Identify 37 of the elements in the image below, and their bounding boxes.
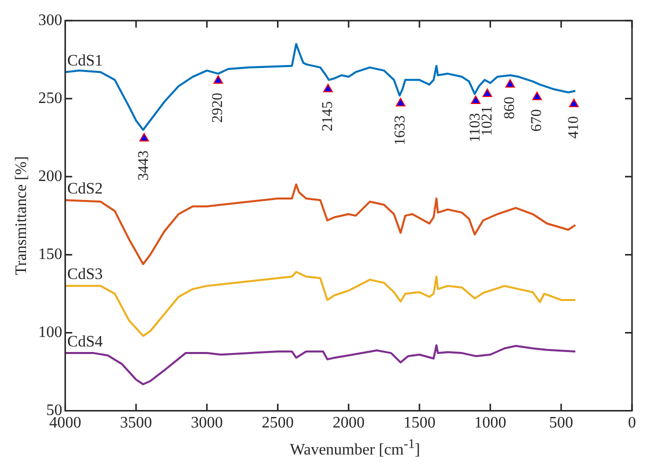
annotation: 670 — [529, 109, 545, 132]
x-tick-label: 0 — [628, 414, 636, 432]
point — [213, 75, 224, 84]
annotation: 860 — [502, 96, 518, 120]
annotation: 3443 — [136, 150, 152, 180]
y-tick-label: 200 — [38, 168, 62, 185]
y-tick-label: 300 — [38, 12, 62, 29]
point — [396, 98, 406, 106]
point — [482, 88, 492, 97]
annotation: 1021 — [479, 106, 496, 136]
x-tick-label: 3500 — [120, 414, 152, 432]
series-label: CdS4 — [67, 333, 103, 350]
annotation: 410 — [566, 116, 582, 139]
series-label: CdS1 — [67, 52, 103, 70]
series-label: CdS2 — [67, 180, 103, 198]
x-tick-label: 4000 — [49, 414, 82, 432]
y-tick-label: 250 — [38, 90, 62, 107]
annotation: 2145 — [320, 101, 336, 132]
point — [505, 79, 515, 88]
point — [470, 95, 481, 104]
x-tick-label: 2000 — [332, 414, 365, 432]
y-axis-title: Transmittance [%] — [12, 156, 30, 276]
x-tick-label: 1000 — [474, 414, 506, 432]
annotation: 1633 — [392, 115, 409, 146]
x-tick-label: 3000 — [190, 414, 223, 432]
series-label: CdS3 — [67, 266, 103, 284]
annotation: 2920 — [210, 92, 226, 123]
x-tick-label: 2500 — [262, 414, 294, 432]
point — [532, 92, 542, 100]
point — [323, 84, 333, 92]
point — [569, 98, 579, 108]
y-tick-label: 150 — [38, 246, 62, 263]
point — [139, 132, 149, 142]
y-tick-label: 100 — [38, 324, 62, 341]
x-tick-label: 1500 — [403, 414, 436, 432]
x-axis-title: Wavenumber [cm$^{-1}$] — [288, 436, 422, 460]
x-tick-label: 500 — [549, 414, 574, 432]
